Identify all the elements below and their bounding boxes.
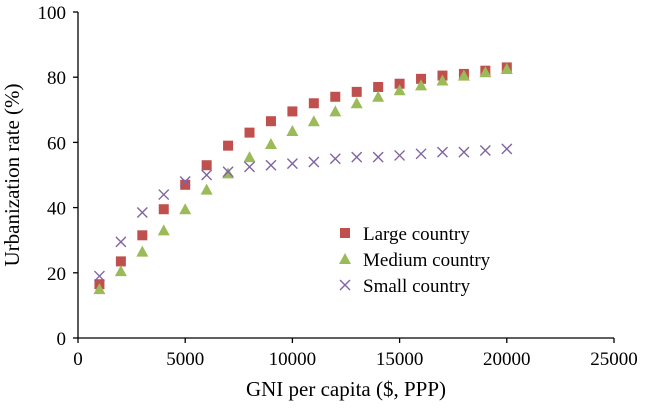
data-point-square xyxy=(330,91,341,102)
legend-label: Small country xyxy=(363,276,471,297)
y-axis-title: Urbanization rate (%) xyxy=(0,83,24,266)
data-point-x xyxy=(158,189,170,201)
y-tick-label: 0 xyxy=(57,329,67,350)
data-point-x xyxy=(308,156,320,168)
data-point-x xyxy=(372,151,384,163)
data-point-square xyxy=(351,86,362,97)
legend-label: Medium country xyxy=(363,250,491,271)
data-point-square xyxy=(223,140,234,151)
data-point-x xyxy=(351,151,363,163)
data-point-square xyxy=(416,73,427,84)
data-point-x xyxy=(222,166,234,178)
x-tick-label: 25000 xyxy=(590,349,638,370)
data-point-triangle xyxy=(457,69,470,81)
data-point-x xyxy=(415,148,427,160)
legend-marker-triangle xyxy=(339,253,351,264)
data-point-triangle xyxy=(436,74,449,86)
x-tick-label: 10000 xyxy=(269,349,317,370)
data-point-x xyxy=(394,149,406,161)
data-point-x xyxy=(244,161,256,173)
x-tick-label: 0 xyxy=(73,349,83,370)
data-point-triangle xyxy=(136,245,149,257)
data-point-x xyxy=(458,146,470,158)
x-tick-label: 20000 xyxy=(483,349,531,370)
data-point-square xyxy=(137,230,148,241)
data-point-x xyxy=(265,159,277,171)
y-tick-label: 100 xyxy=(38,3,67,24)
data-point-square xyxy=(287,106,298,117)
data-point-x xyxy=(179,176,191,188)
data-point-square xyxy=(158,204,169,215)
x-tick-label: 5000 xyxy=(166,349,204,370)
x-axis-title: GNI per capita ($, PPP) xyxy=(246,377,446,401)
data-point-square xyxy=(244,127,255,138)
data-point-square xyxy=(180,179,191,190)
data-point-triangle xyxy=(479,66,492,78)
legend-marker-square xyxy=(340,228,350,238)
data-point-x xyxy=(93,270,105,282)
series-triangle xyxy=(93,63,513,295)
data-point-triangle xyxy=(286,124,299,136)
data-point-x xyxy=(286,158,298,170)
data-point-triangle xyxy=(372,90,385,102)
data-point-square xyxy=(115,256,126,267)
y-tick-label: 60 xyxy=(47,133,66,154)
data-point-square xyxy=(394,78,405,89)
data-point-triangle xyxy=(157,224,170,236)
x-tick-label: 15000 xyxy=(376,349,424,370)
data-point-square xyxy=(265,116,276,127)
data-point-triangle xyxy=(500,63,513,75)
data-point-triangle xyxy=(243,151,256,163)
data-point-triangle xyxy=(415,79,428,91)
data-point-triangle xyxy=(264,138,277,150)
y-tick-label: 80 xyxy=(47,68,66,89)
data-points xyxy=(93,62,513,295)
data-point-triangle xyxy=(307,115,320,127)
series-x xyxy=(93,143,513,282)
y-tick-label: 40 xyxy=(47,199,66,220)
data-point-square xyxy=(201,160,212,171)
data-point-x xyxy=(329,153,341,165)
data-point-triangle xyxy=(200,183,213,195)
data-point-square xyxy=(308,98,319,109)
data-point-x xyxy=(436,146,448,158)
data-point-triangle xyxy=(393,84,406,96)
tick-labels: 0 5000 10000 15000 20000 25000 0 20 40 60 80 100 xyxy=(38,3,638,370)
legend-marker-x xyxy=(339,279,351,291)
legend-label: Large country xyxy=(363,224,470,245)
data-point-square xyxy=(373,81,384,92)
data-point-triangle xyxy=(350,97,363,109)
data-point-x xyxy=(115,236,127,248)
axes xyxy=(73,11,615,343)
data-point-x xyxy=(479,145,491,157)
data-point-x xyxy=(501,143,513,155)
data-point-x xyxy=(201,169,213,181)
data-point-x xyxy=(136,206,148,218)
data-point-triangle xyxy=(329,105,342,117)
data-point-triangle xyxy=(179,203,192,215)
y-tick-label: 20 xyxy=(47,264,66,285)
data-point-triangle xyxy=(93,283,106,295)
data-point-triangle xyxy=(114,265,127,277)
legend: Large country Medium country Small country xyxy=(339,224,491,297)
